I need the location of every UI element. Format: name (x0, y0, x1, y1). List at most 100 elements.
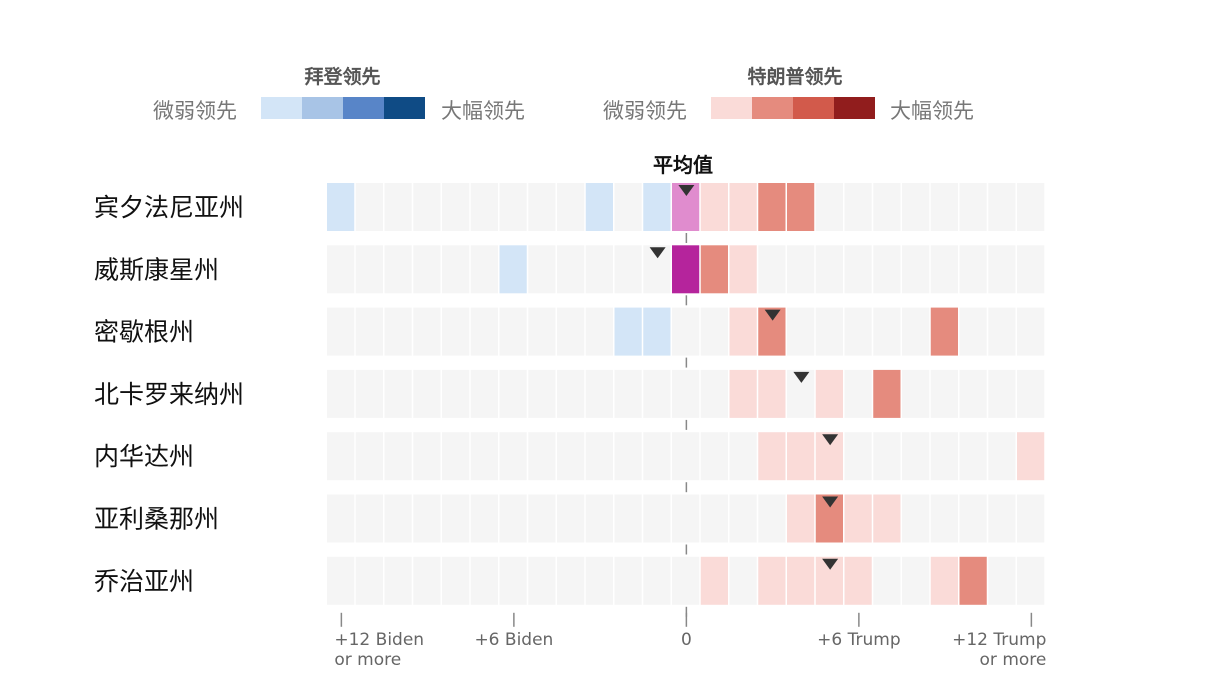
empty-bin-cell (902, 432, 930, 481)
empty-bin-cell (557, 307, 585, 356)
empty-bin-cell (470, 432, 498, 481)
empty-bin-cell (528, 432, 556, 481)
average-marker (822, 496, 839, 508)
empty-bin-cell (528, 307, 556, 356)
empty-bin-cell (327, 432, 355, 481)
empty-bin-cell (614, 369, 642, 418)
poll-bin-cell (758, 369, 786, 418)
empty-bin-cell (930, 494, 958, 543)
empty-bin-cell (873, 307, 901, 356)
empty-bin-cell (528, 556, 556, 605)
empty-bin-cell (470, 494, 498, 543)
poll-bin-cell (643, 183, 671, 231)
empty-bin-cell (902, 245, 930, 294)
poll-bin-cell (758, 432, 786, 481)
poll-bin-cell (672, 245, 700, 294)
legend-trump-title: 特朗普领先 (747, 66, 843, 88)
legend-biden-swatch-2 (302, 97, 343, 119)
empty-bin-cell (585, 556, 613, 605)
empty-bin-cell (902, 369, 930, 418)
empty-bin-cell (643, 494, 671, 543)
poll-bin-cell (844, 556, 872, 605)
empty-bin-cell (470, 556, 498, 605)
state-row: 密歇根州 (94, 307, 1045, 368)
empty-bin-cell (787, 245, 815, 294)
empty-bin-cell (557, 432, 585, 481)
state-row: 威斯康星州 (94, 245, 1045, 306)
empty-bin-cell (499, 183, 527, 231)
empty-bin-cell (585, 369, 613, 418)
empty-bin-cell (643, 432, 671, 481)
empty-bin-cell (959, 494, 987, 543)
empty-bin-cell (470, 307, 498, 356)
empty-bin-cell (528, 183, 556, 231)
empty-bin-cell (844, 307, 872, 356)
empty-bin-cell (327, 369, 355, 418)
empty-bin-cell (614, 556, 642, 605)
empty-bin-cell (384, 307, 412, 356)
state-label: 北卡罗来纳州 (94, 380, 244, 409)
empty-bin-cell (959, 307, 987, 356)
empty-bin-cell (959, 183, 987, 231)
empty-bin-cell (442, 432, 470, 481)
state-row: 宾夕法尼亚州 (94, 183, 1045, 243)
empty-bin-cell (873, 183, 901, 231)
empty-bin-cell (729, 556, 757, 605)
empty-bin-cell (902, 307, 930, 356)
empty-bin-cell (959, 369, 987, 418)
poll-bin-cell (844, 494, 872, 543)
poll-bin-cell (729, 307, 757, 356)
empty-bin-cell (384, 494, 412, 543)
empty-bin-cell (355, 432, 383, 481)
empty-bin-cell (844, 369, 872, 418)
empty-bin-cell (528, 245, 556, 294)
empty-bin-cell (413, 183, 441, 231)
empty-bin-cell (1017, 369, 1045, 418)
empty-bin-cell (384, 245, 412, 294)
empty-bin-cell (384, 556, 412, 605)
poll-bin-cell (787, 494, 815, 543)
state-label: 密歇根州 (94, 318, 194, 347)
average-marker (822, 558, 839, 570)
empty-bin-cell (585, 494, 613, 543)
poll-bin-cell (729, 183, 757, 231)
poll-bin-cell (873, 369, 901, 418)
empty-bin-cell (672, 432, 700, 481)
state-label: 宾夕法尼亚州 (94, 193, 244, 222)
legend-trump-swatch-1 (711, 97, 752, 119)
x-tick-label: +6 Biden (474, 630, 553, 650)
poll-bin-cell (700, 183, 728, 231)
legend-trump-strong-label: 大幅领先 (890, 99, 974, 123)
legend-trump-weak-label: 微弱领先 (603, 99, 687, 123)
state-row: 亚利桑那州 (94, 494, 1045, 555)
empty-bin-cell (758, 245, 786, 294)
x-tick-label: +12 Trump (952, 630, 1046, 650)
empty-bin-cell (557, 245, 585, 294)
empty-bin-cell (643, 556, 671, 605)
empty-bin-cell (700, 432, 728, 481)
poll-bin-cell (787, 183, 815, 231)
poll-bin-cell (758, 556, 786, 605)
empty-bin-cell (355, 494, 383, 543)
empty-bin-cell (413, 245, 441, 294)
empty-bin-cell (988, 307, 1016, 356)
empty-bin-cell (988, 245, 1016, 294)
empty-bin-cell (614, 432, 642, 481)
empty-bin-cell (442, 369, 470, 418)
poll-bin-cell (729, 369, 757, 418)
empty-bin-cell (902, 494, 930, 543)
poll-bin-cell (758, 183, 786, 231)
empty-bin-cell (499, 307, 527, 356)
empty-bin-cell (902, 183, 930, 231)
empty-bin-cell (988, 432, 1016, 481)
state-label: 威斯康星州 (94, 255, 219, 284)
legend-trump-swatch-2 (752, 97, 793, 119)
average-marker (649, 247, 666, 259)
empty-bin-cell (672, 556, 700, 605)
empty-bin-cell (988, 556, 1016, 605)
legend-biden-swatch-3 (343, 97, 384, 119)
legend-trump-swatch-3 (793, 97, 834, 119)
state-row: 乔治亚州 (94, 556, 1045, 617)
empty-bin-cell (787, 307, 815, 356)
state-label: 亚利桑那州 (94, 505, 219, 534)
